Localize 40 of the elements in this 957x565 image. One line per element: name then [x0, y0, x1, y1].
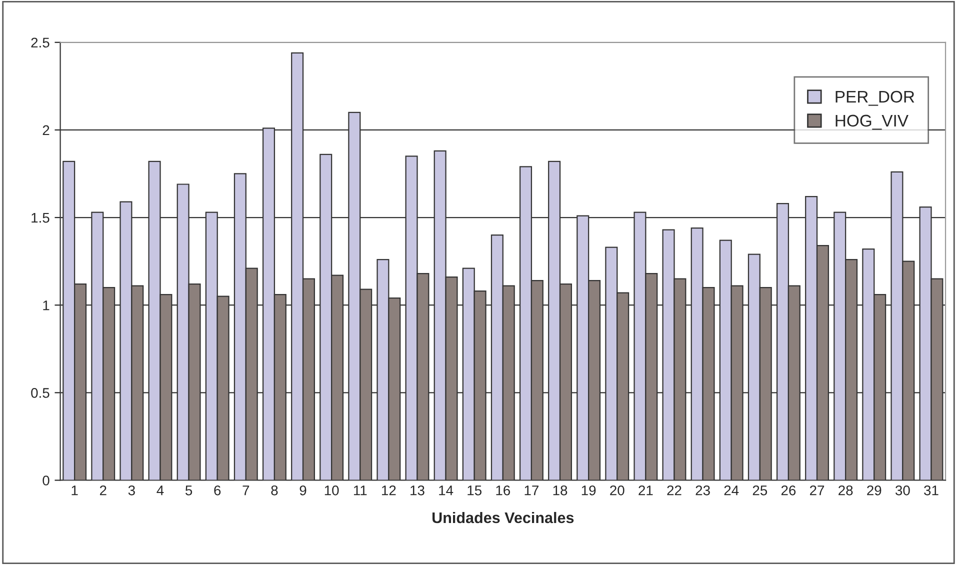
- x-tick-label: 1: [72, 486, 78, 496]
- legend-label: PER_DOR: [836, 90, 914, 106]
- x-tick-label: 13: [410, 485, 424, 496]
- legend-label: HOG_VIV: [836, 114, 908, 130]
- x-tick-label: 12: [382, 485, 396, 496]
- x-tick-label: 11: [354, 486, 367, 496]
- x-tick-label: 4: [156, 486, 164, 496]
- x-tick-label: 8: [271, 485, 278, 496]
- x-tick-label: 10: [324, 485, 339, 496]
- x-tick-label: 26: [781, 485, 796, 496]
- x-tick-label: 18: [553, 485, 568, 496]
- x-tick-label: 20: [610, 485, 624, 496]
- x-tick-label: 14: [439, 486, 454, 496]
- x-tick-label: 27: [810, 485, 824, 496]
- x-tick-label: 6: [214, 485, 221, 496]
- y-tick-label: 0: [42, 476, 50, 486]
- x-tick-label: 15: [468, 486, 482, 496]
- x-tick-label: 19: [582, 485, 596, 496]
- x-tick-label: 29: [867, 485, 882, 496]
- x-tick-label: 5: [185, 486, 192, 496]
- x-tick-label: 21: [638, 485, 653, 496]
- x-tick-label: 17: [524, 486, 538, 496]
- x-tick-label: 25: [752, 485, 768, 496]
- x-tick-label: 23: [696, 485, 710, 496]
- x-tick-label: 9: [300, 485, 306, 496]
- y-tick-label: 0.5: [31, 388, 50, 398]
- x-tick-label: 28: [838, 485, 853, 496]
- x-tick-label: 3: [128, 485, 135, 496]
- x-tick-label: 16: [496, 485, 510, 496]
- y-tick-label: 1.5: [32, 213, 50, 223]
- y-tick-label: 2: [42, 125, 50, 135]
- x-tick-label: 24: [724, 485, 739, 496]
- y-tick-label: 1: [43, 300, 50, 310]
- x-tick-label: 22: [667, 485, 682, 496]
- y-tick-label: 2.5: [31, 38, 50, 48]
- x-tick-label: 31: [924, 485, 938, 496]
- x-tick-label: 2: [100, 485, 106, 496]
- x-tick-label: 7: [242, 486, 250, 496]
- x-axis-title: Unidades Vecinales: [432, 512, 574, 524]
- x-tick-label: 30: [895, 485, 910, 496]
